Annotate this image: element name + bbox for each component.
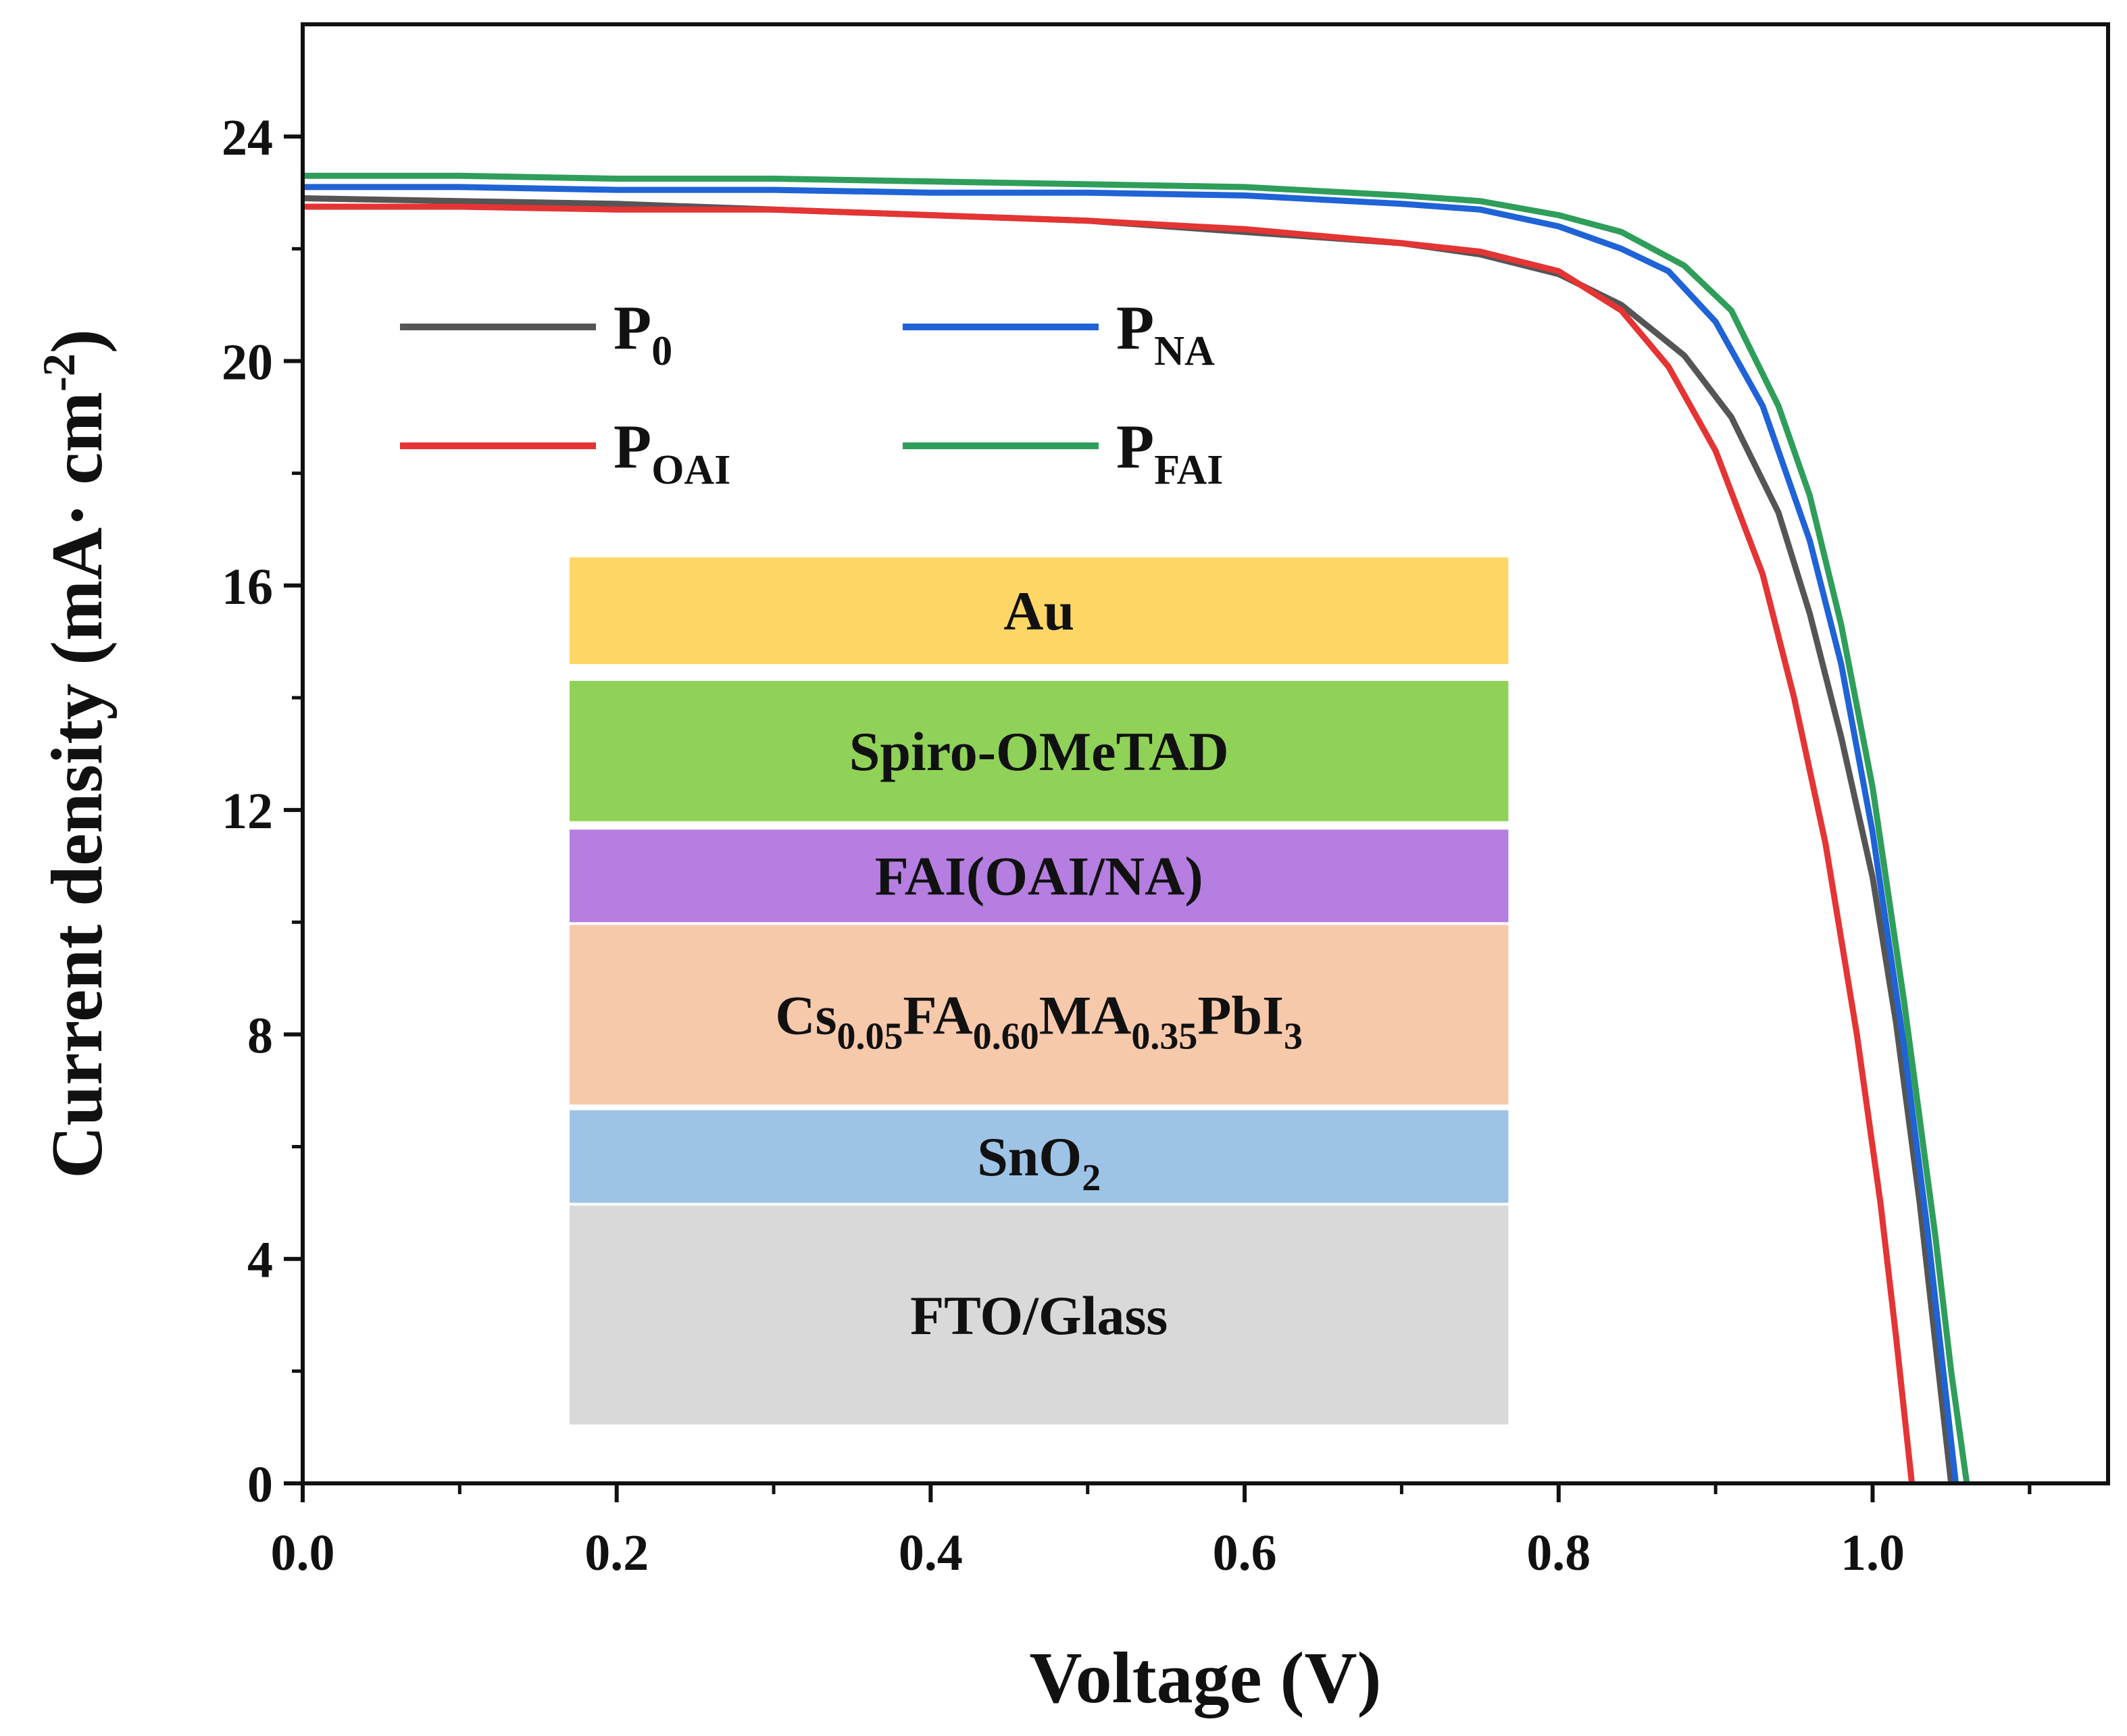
layer-perovskite — [569, 925, 1509, 1105]
x-tick-label: 0.0 — [271, 1525, 335, 1581]
x-tick-label: 0.4 — [899, 1525, 963, 1581]
legend-label-P0: P0 — [614, 293, 672, 374]
legend: P0 PNA POAI PFAI — [400, 293, 1223, 493]
y-tick-label: 0 — [247, 1456, 273, 1513]
layer-sno2 — [569, 1110, 1509, 1203]
legend-label-PFAI: PFAI — [1116, 412, 1223, 493]
layer-fto — [569, 1205, 1509, 1425]
layer-au — [569, 557, 1509, 665]
y-tick-label: 20 — [222, 334, 273, 390]
x-axis-title: Voltage (V) — [1030, 1638, 1382, 1718]
layer-spiro — [569, 681, 1509, 821]
x-tick-label: 0.2 — [584, 1525, 649, 1581]
y-tick-label: 4 — [247, 1232, 273, 1289]
layer-spiro-label: Spiro-OMeTAD — [849, 721, 1229, 782]
axis-ticks: 0.0 0.2 0.4 0.6 0.8 1.0 0 4 8 12 16 20 24 — [222, 109, 2032, 1581]
layer-fai-label: FAI(OAI/NA) — [875, 846, 1203, 907]
device-stack-inset: Au Spiro-OMeTAD FAI(OAI/NA) Cs0.05FA0.60MA0… — [569, 557, 1509, 1425]
y-axis-title-close: ) — [37, 329, 118, 353]
y-tick-label: 8 — [247, 1007, 273, 1064]
series-group — [302, 172, 1970, 1484]
y-tick-label: 16 — [222, 559, 273, 615]
plot-frame — [301, 22, 2110, 1485]
series-line-PNA — [303, 184, 1959, 1484]
x-tick-label: 0.8 — [1526, 1525, 1591, 1581]
series-line-POAI — [303, 203, 1916, 1484]
x-tick-label: 0.6 — [1213, 1525, 1277, 1581]
layer-fto-label: FTO/Glass — [910, 1285, 1168, 1346]
y-axis-title-sup: -2 — [33, 353, 84, 392]
legend-label-POAI: POAI — [614, 412, 730, 493]
y-tick-label: 12 — [222, 783, 273, 840]
legend-label-PNA: PNA — [1116, 293, 1215, 374]
layer-perovskite-label: Cs0.05FA0.60MA0.35PbI3 — [775, 984, 1303, 1057]
x-tick-label: 1.0 — [1841, 1525, 1905, 1581]
y-axis-title-main: Current density (mA· cm — [37, 392, 118, 1179]
y-tick-label: 24 — [222, 109, 273, 166]
y-axis-title: Current density (mA· cm-2) — [33, 329, 118, 1178]
layer-sno2-label: SnO2 — [977, 1126, 1101, 1199]
layer-fai — [569, 829, 1509, 923]
series-line-PFAI — [303, 172, 1970, 1484]
layer-au-label: Au — [1003, 580, 1074, 642]
